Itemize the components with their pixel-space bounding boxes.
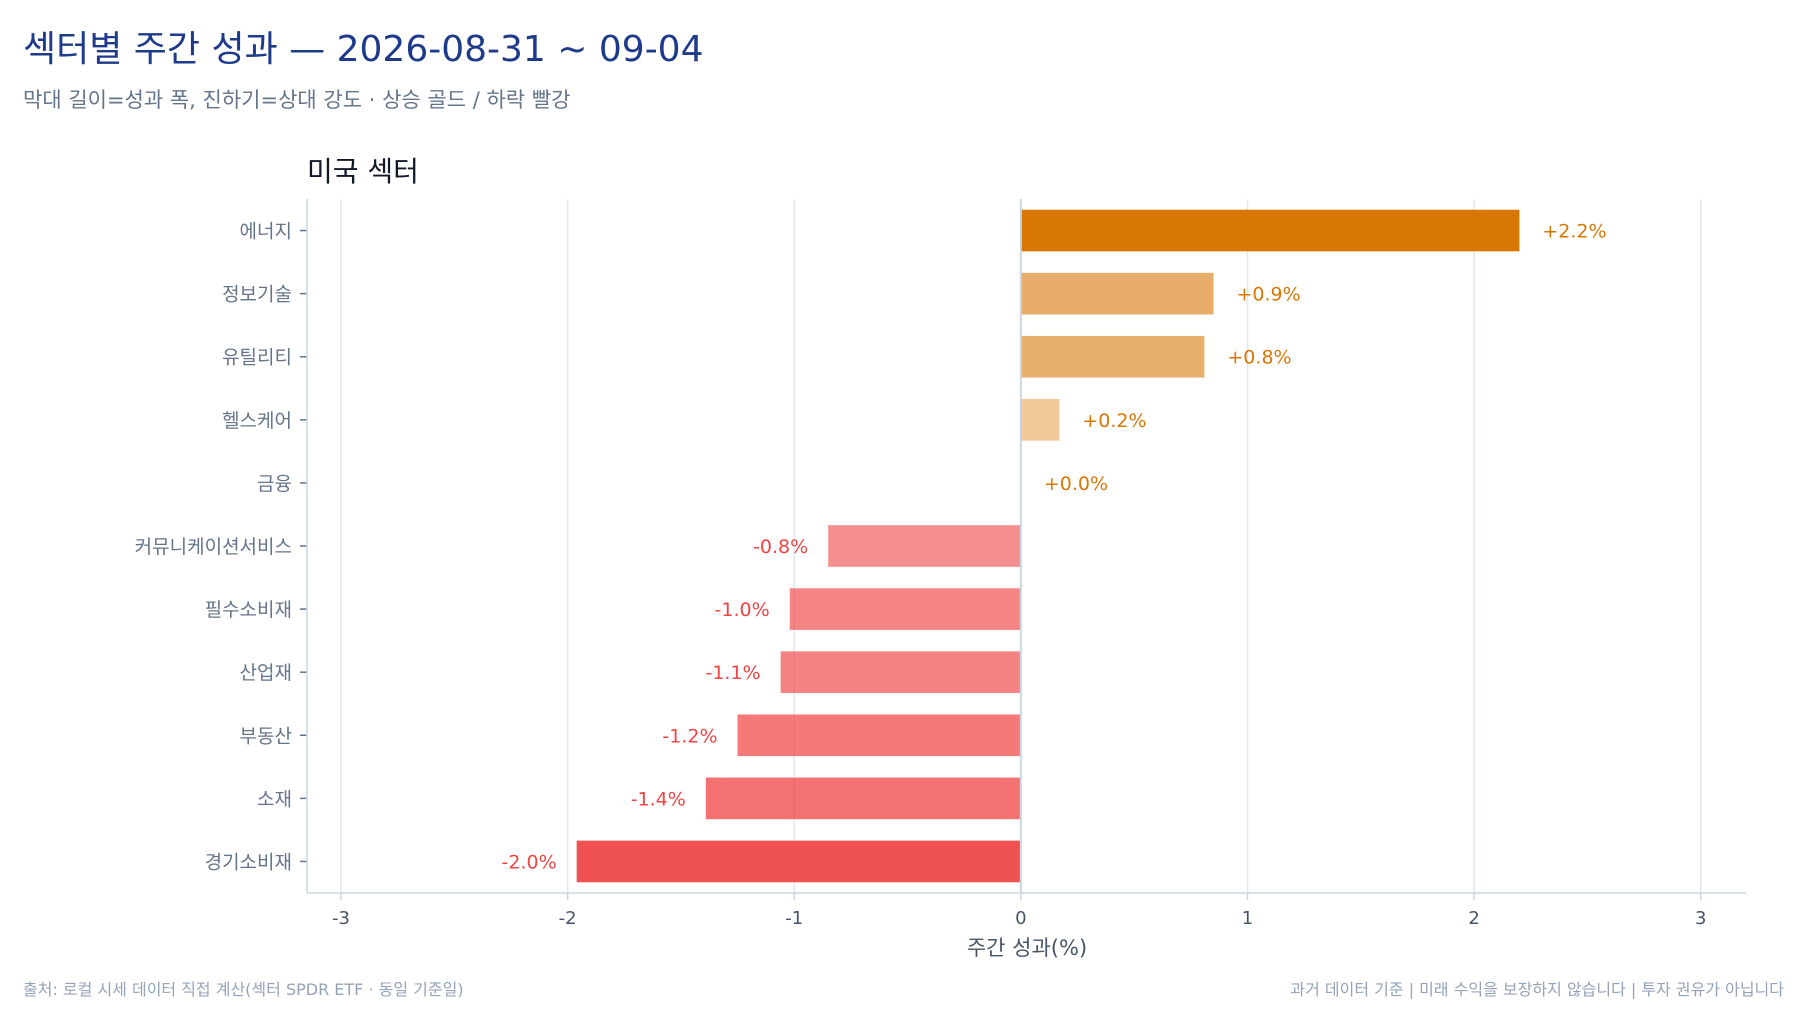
bar (1020, 272, 1214, 315)
axes: -3 -2 -1 0 1 2 3 에너지정보기술유틸리티헬스케어금융커뮤니케이션서비스필수소비… (135, 199, 1746, 929)
category-label: 산업재 (240, 662, 292, 684)
bar (1020, 335, 1205, 378)
x-tick-label: 1 (1242, 908, 1253, 929)
x-tick-label: -2 (559, 908, 577, 929)
source-note: 출처: 로컬 시세 데이터 직접 계산(섹터 SPDR ETF · 동일 기준일… (23, 980, 464, 999)
bar-value-label: -1.0% (715, 599, 770, 621)
category-label: 에너지 (240, 221, 292, 243)
bar-value-label: -1.2% (662, 725, 717, 747)
page-title: 섹터별 주간 성과 — 2026-08-31 ~ 09-04 (23, 29, 704, 70)
bar (780, 651, 1021, 694)
category-label: 정보기술 (222, 284, 292, 306)
category-label: 부동산 (240, 725, 292, 747)
category-label: 필수소비재 (205, 599, 292, 621)
x-tick-label: 0 (1015, 908, 1026, 929)
bar-value-label: +0.9% (1236, 284, 1300, 306)
category-label: 소재 (257, 788, 292, 810)
x-tick-label: 3 (1695, 908, 1706, 929)
category-label: 경기소비재 (205, 851, 292, 873)
bar-value-label: -0.8% (753, 536, 808, 558)
x-tick-label: 2 (1468, 908, 1479, 929)
page-subtitle: 막대 길이=성과 폭, 진하기=상대 강도 · 상승 골드 / 하락 빨강 (23, 88, 571, 112)
category-label: 유틸리티 (222, 347, 292, 369)
category-label: 금융 (257, 473, 292, 495)
bar (576, 840, 1021, 883)
bar-value-label: +0.8% (1227, 347, 1291, 369)
category-label: 커뮤니케이션서비스 (135, 536, 292, 558)
x-tick-label: -3 (332, 908, 350, 929)
bar (737, 714, 1021, 757)
category-label: 헬스케어 (222, 410, 292, 432)
bar-value-label: +0.0% (1044, 473, 1108, 495)
bar-value-label: +0.2% (1082, 410, 1146, 432)
bar-value-label: -1.1% (705, 662, 760, 684)
bar (705, 777, 1021, 820)
bar (1020, 209, 1520, 252)
bar-value-label: +2.2% (1542, 221, 1606, 243)
x-tick-label: -1 (785, 908, 803, 929)
bar-value-label: -1.4% (631, 788, 686, 810)
bar (789, 588, 1021, 630)
bar-value-label: -2.0% (502, 851, 557, 873)
x-axis-title: 주간 성과(%) (967, 936, 1087, 960)
disclaimer: 과거 데이터 기준 | 미래 수익을 보장하지 않습니다 | 투자 권유가 아닙… (1290, 980, 1784, 999)
bar (1020, 398, 1060, 441)
chart-title: 미국 섹터 (307, 155, 419, 188)
bars: +2.2% +0.9% +0.8% +0.2% +0.0% -0.8% -1.0% -1.1%… (502, 209, 1607, 883)
bar (828, 525, 1021, 567)
